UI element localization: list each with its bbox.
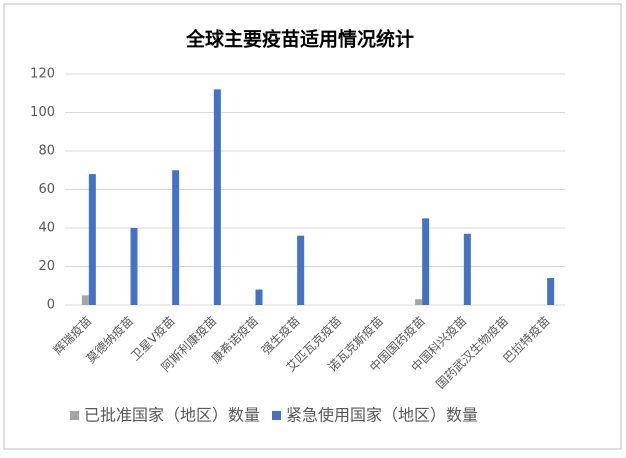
legend-label: 已批准国家（地区）数量 [84,406,260,425]
y-tick-label: 40 [38,221,55,236]
y-tick-label: 60 [38,182,55,197]
y-tick-label: 0 [47,298,55,313]
bar [422,218,430,305]
chart-border [3,3,622,450]
bar [130,228,138,305]
legend-swatch [70,411,79,420]
legend-swatch [272,411,282,420]
bar [415,299,423,305]
y-tick-label: 80 [38,144,55,159]
bar [88,174,96,305]
bar [463,233,471,305]
bar [297,235,305,305]
bar [255,289,263,305]
y-tick-label: 120 [30,67,55,82]
y-tick-label: 20 [38,259,55,274]
legend-label: 紧急使用国家（地区）数量 [286,406,478,425]
bar [547,278,555,305]
bar [172,170,180,305]
bar [213,89,221,306]
chart-title: 全球主要疫苗适用情况统计 [185,28,414,51]
bar [81,295,89,305]
y-tick-label: 100 [30,105,55,120]
